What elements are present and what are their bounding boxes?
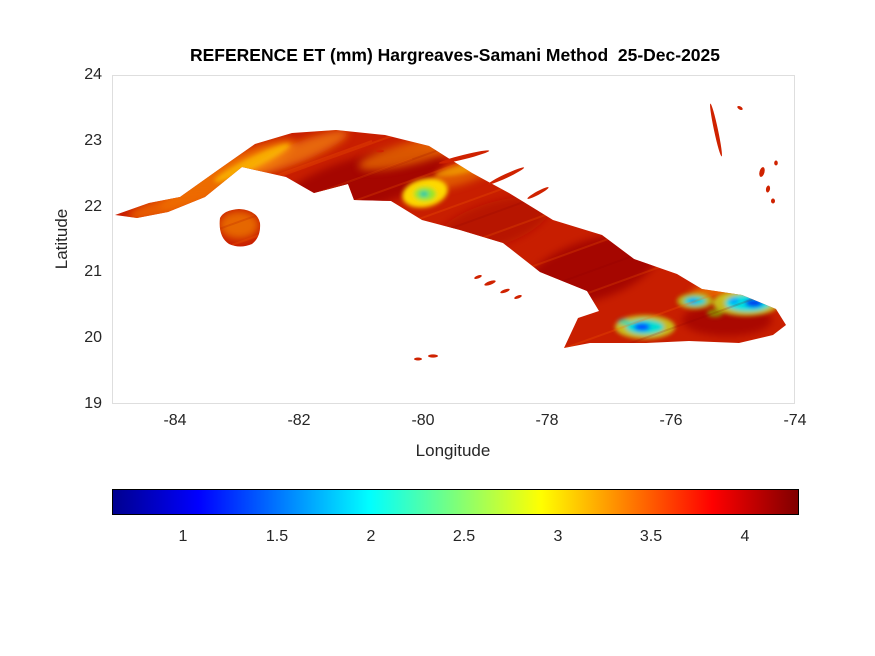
colorbar-tick-label: 1.5 [265,528,289,545]
y-tick-label: 24 [84,66,102,83]
y-tick-label: 23 [84,132,102,149]
chart-title: REFERENCE ET (mm) Hargreaves-Samani Meth… [189,45,721,65]
yellow-patches [214,143,494,208]
y-axis-label: Latitude [52,208,71,270]
y-tick-label: 20 [84,329,102,346]
x-axis-label: Longitude [415,441,491,460]
low-et-mountain-spots [615,290,779,339]
colorbar [112,489,799,515]
colorbar-tick-label: 4 [740,528,750,545]
y-tick-label: 21 [84,263,102,280]
x-tick-label: -80 [411,412,435,429]
land-fill-group [115,130,786,348]
offshore-cays [376,103,778,361]
x-tick-label: -76 [659,412,683,429]
y-tick-label: 22 [84,198,102,215]
colorbar-tick-label: 2.5 [452,528,476,545]
cuba-et-map [115,103,786,361]
colorbar-tick-label: 1 [178,528,188,545]
colorbar-tick-label: 2 [366,528,376,545]
y-tick-label: 19 [84,395,102,412]
x-tick-label: -84 [163,412,187,429]
colorbar-tick-label: 3 [553,528,563,545]
x-tick-label: -74 [783,412,807,429]
x-tick-label: -82 [287,412,311,429]
plot-area [112,75,795,404]
x-tick-label: -78 [535,412,559,429]
colorbar-tick-label: 3.5 [639,528,663,545]
